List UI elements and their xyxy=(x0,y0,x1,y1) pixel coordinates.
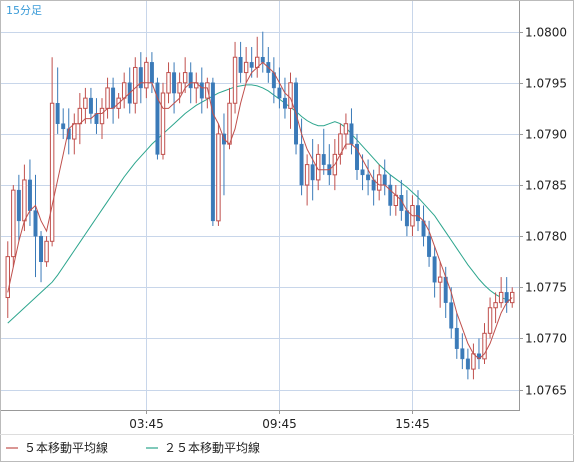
candle-body-down xyxy=(282,97,287,109)
candle-body-up xyxy=(288,82,293,109)
legend-ma25-label: ２５本移動平均線 xyxy=(164,440,260,455)
candle-body-down xyxy=(277,87,282,99)
candle-body-up xyxy=(343,123,349,135)
period-label: 15分足 xyxy=(6,4,42,17)
candle-body-down xyxy=(27,179,32,211)
candle-body-down xyxy=(427,235,432,257)
y-tick-label: 1.0800 xyxy=(525,26,567,40)
candle-body-up xyxy=(11,189,16,258)
candle-body-down xyxy=(366,174,371,181)
plot-frame xyxy=(0,0,520,411)
candle-body-down xyxy=(416,205,420,222)
candle-body-down xyxy=(465,358,470,370)
y-tick-label: 1.0795 xyxy=(525,77,567,91)
candle-body-down xyxy=(355,143,359,170)
candle-body-down xyxy=(310,164,315,181)
candle-body-down xyxy=(360,169,365,176)
y-axis: 1.0800 1.0795 1.0790 1.0785 1.0780 1.0775 1.07… xyxy=(519,26,567,398)
candle-body-down xyxy=(249,62,254,68)
ma5-line-group xyxy=(7,61,513,360)
candle-body-down xyxy=(388,184,393,206)
candle-body-up xyxy=(121,82,127,99)
candle-body-up xyxy=(44,240,49,263)
candle-body-down xyxy=(238,56,243,73)
ma25-line xyxy=(7,84,513,324)
candle-body-down xyxy=(155,82,160,155)
candle-body-down xyxy=(55,103,60,124)
y-tick-label: 1.0775 xyxy=(525,281,567,295)
candle-body-up xyxy=(160,92,166,155)
candle-body-down xyxy=(88,97,93,114)
candle-body-up xyxy=(493,302,498,309)
candle-body-down xyxy=(210,82,215,222)
candle-body-down xyxy=(39,235,44,262)
y-tick-label: 1.0765 xyxy=(525,384,567,398)
candle-body-down xyxy=(349,123,354,145)
candle-body-down xyxy=(188,72,193,89)
candle-body-down xyxy=(299,143,304,186)
candle-body-down xyxy=(454,327,459,349)
candle-body-down xyxy=(321,154,326,165)
candle-body-down xyxy=(61,123,66,130)
candle-body-up xyxy=(77,107,83,125)
candle-body-up xyxy=(166,72,171,94)
candle-body-up xyxy=(498,291,504,304)
candle-body-up xyxy=(22,179,27,222)
candle-body-up xyxy=(205,82,210,99)
candle-body-down xyxy=(382,174,387,186)
candle-body-up xyxy=(133,66,138,104)
candle-body-up xyxy=(72,123,77,140)
y-tick-label: 1.0780 xyxy=(525,230,567,244)
x-axis: 03:45 09:45 15:45 xyxy=(129,410,430,431)
candle-body-up xyxy=(83,97,88,109)
y-tick-label: 1.0790 xyxy=(525,128,567,142)
ma5-line xyxy=(7,61,513,360)
candle-body-up xyxy=(487,307,493,334)
candle-body-down xyxy=(33,210,38,237)
candle-body-up xyxy=(227,102,232,145)
candle-body-up xyxy=(5,256,10,299)
candle-body-up xyxy=(177,82,182,94)
candle-body-up xyxy=(216,133,221,222)
candle-body-down xyxy=(149,62,154,84)
candle-body-down xyxy=(111,87,116,109)
candle-body-up xyxy=(482,332,487,360)
x-tick-label: 15:45 xyxy=(395,417,430,431)
y-tick-label: 1.0785 xyxy=(525,179,567,193)
candle-body-down xyxy=(460,348,465,360)
candle-body-down xyxy=(172,72,177,94)
candle-body-up xyxy=(304,164,310,186)
candle-body-down xyxy=(404,210,409,227)
candle-body-up xyxy=(232,56,238,104)
candle-body-up xyxy=(376,174,382,191)
candle-body-up xyxy=(182,72,188,84)
candle-body-down xyxy=(449,302,454,329)
candle-body-up xyxy=(437,276,443,283)
ma25-line-group xyxy=(7,84,513,324)
x-tick-label: 03:45 xyxy=(129,417,164,431)
candle-body-up xyxy=(99,107,105,125)
candle-body-down xyxy=(260,56,265,63)
legend: ５本移動平均線 ２５本移動平均線 xyxy=(6,440,260,455)
candle-body-up xyxy=(144,61,149,89)
candle-body-down xyxy=(16,189,21,222)
y-tick-label: 1.0770 xyxy=(525,332,567,346)
candle-body-down xyxy=(432,256,437,283)
candle-body-up xyxy=(49,102,55,242)
legend-ma5-label: ５本移動平均線 xyxy=(24,440,108,455)
candle-body-up xyxy=(510,291,515,304)
candle-body-down xyxy=(199,82,204,99)
candle-body-up xyxy=(471,353,476,370)
candle-body-down xyxy=(138,67,143,89)
candle-body-up xyxy=(105,87,110,109)
candle-body-up xyxy=(243,61,249,74)
x-tick-label: 09:45 xyxy=(262,417,297,431)
